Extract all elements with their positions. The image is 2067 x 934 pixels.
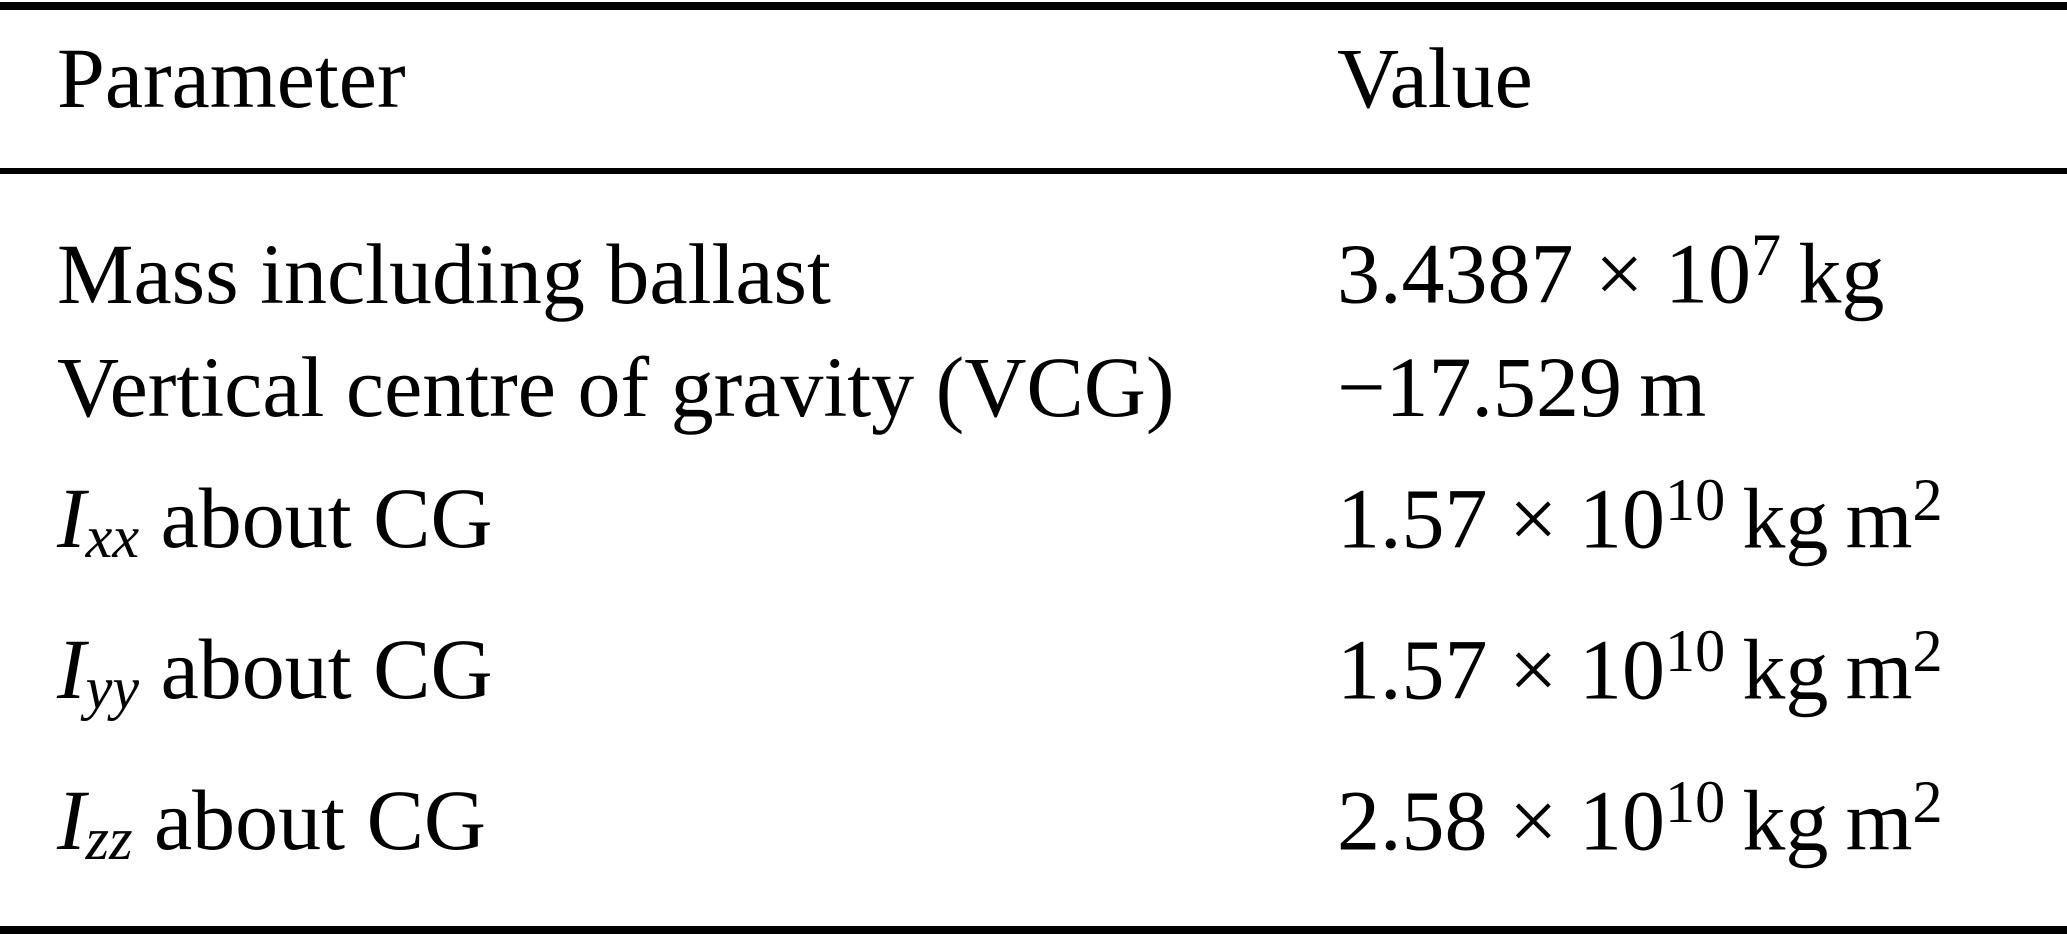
math-sub-segment: yy — [85, 655, 140, 723]
math-sup-segment: 7 — [1751, 222, 1782, 289]
parameter-cell: Mass including ballast — [0, 171, 1337, 331]
table-row: Izz about CG 2.58 × 1010 kg m2 — [0, 746, 2067, 931]
value-cell: 3.4387 × 107 kg — [1337, 171, 2067, 331]
value-cell: −17.529 m — [1337, 331, 2067, 444]
header-row: Parameter Value — [0, 6, 2067, 174]
parameter-cell: Vertical centre of gravity (VCG) — [0, 331, 1337, 444]
math-sup-segment: 2 — [1912, 768, 1943, 836]
math-sup-segment: 10 — [1665, 466, 1726, 534]
text-segment: 1.57 × 10 — [1337, 470, 1666, 567]
text-segment: kg — [1781, 225, 1885, 322]
text-segment: −17.529 m — [1337, 338, 1707, 435]
text-segment: about CG — [132, 772, 487, 869]
math-sup-segment: 2 — [1912, 466, 1943, 534]
text-segment: 2.58 × 10 — [1337, 772, 1666, 869]
parameter-cell: Izz about CG — [0, 746, 1337, 931]
text-segment: 1.57 × 10 — [1337, 621, 1666, 718]
math-var-segment: I — [57, 621, 86, 718]
math-sup-segment: 2 — [1912, 617, 1943, 685]
math-sup-segment: 10 — [1665, 617, 1726, 685]
math-sub-segment: zz — [85, 806, 133, 874]
text-segment: about CG — [139, 470, 493, 567]
text-segment: kg m — [1725, 470, 1913, 567]
parameter-cell: Iyy about CG — [0, 595, 1337, 746]
value-cell: 2.58 × 1010 kg m2 — [1337, 746, 2067, 931]
column-header-parameter: Parameter — [0, 6, 1337, 174]
value-cell: 1.57 × 1010 kg m2 — [1337, 595, 2067, 746]
math-var-segment: I — [57, 470, 86, 567]
table-row: Vertical centre of gravity (VCG) −17.529 … — [0, 331, 2067, 444]
math-sup-segment: 10 — [1665, 768, 1726, 836]
math-sub-segment: xx — [85, 504, 140, 572]
table-body: Mass including ballast 3.4387 × 107 kg Ver… — [0, 171, 2067, 930]
text-segment: 3.4387 × 10 — [1337, 225, 1752, 322]
parameter-cell: Ixx about CG — [0, 444, 1337, 595]
text-segment: Vertical centre of gravity (VCG) — [57, 338, 1175, 435]
table-row: Ixx about CG 1.57 × 1010 kg m2 — [0, 444, 2067, 595]
text-segment: Mass including ballast — [57, 225, 831, 322]
text-segment: kg m — [1725, 772, 1913, 869]
value-cell: 1.57 × 1010 kg m2 — [1337, 444, 2067, 595]
text-segment: about CG — [139, 621, 493, 718]
text-segment: kg m — [1725, 621, 1913, 718]
math-var-segment: I — [57, 772, 86, 869]
table-row: Mass including ballast 3.4387 × 107 kg — [0, 171, 2067, 331]
column-header-value: Value — [1337, 6, 2067, 174]
table-row: Iyy about CG 1.57 × 1010 kg m2 — [0, 595, 2067, 746]
